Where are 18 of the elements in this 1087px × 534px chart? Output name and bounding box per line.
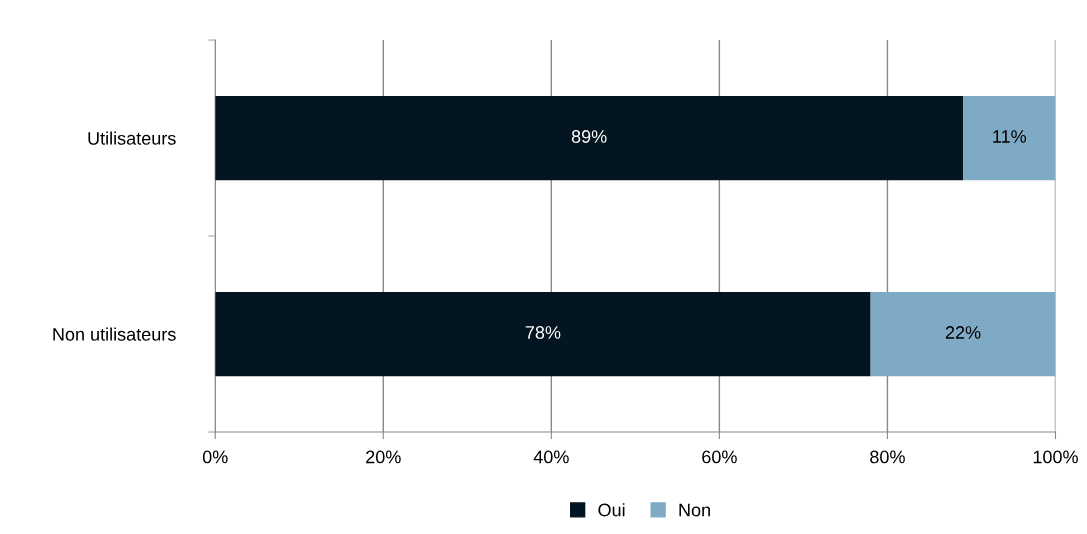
bar	[870, 291, 1056, 377]
data-label: 11%	[993, 130, 1027, 143]
y-tick-label: Non utilisateurs	[53, 327, 176, 341]
legend-label: Non	[679, 503, 710, 517]
x-tick-label: 60%	[702, 450, 737, 464]
data-label: 89%	[571, 130, 607, 143]
bar	[963, 95, 1056, 181]
data-label: 22%	[945, 326, 981, 339]
x-tick-label: 0%	[202, 450, 228, 464]
x-tick-label: 20%	[366, 450, 401, 464]
y-tick-label: Utilisateurs	[88, 131, 176, 145]
x-tick-label: 100%	[1033, 450, 1078, 464]
x-tick-label: 40%	[533, 450, 569, 464]
data-label: 78%	[525, 326, 561, 339]
x-tick-label: 80%	[870, 450, 905, 464]
legend-label: Oui	[598, 503, 625, 517]
bar	[215, 95, 964, 181]
bar	[215, 291, 871, 377]
